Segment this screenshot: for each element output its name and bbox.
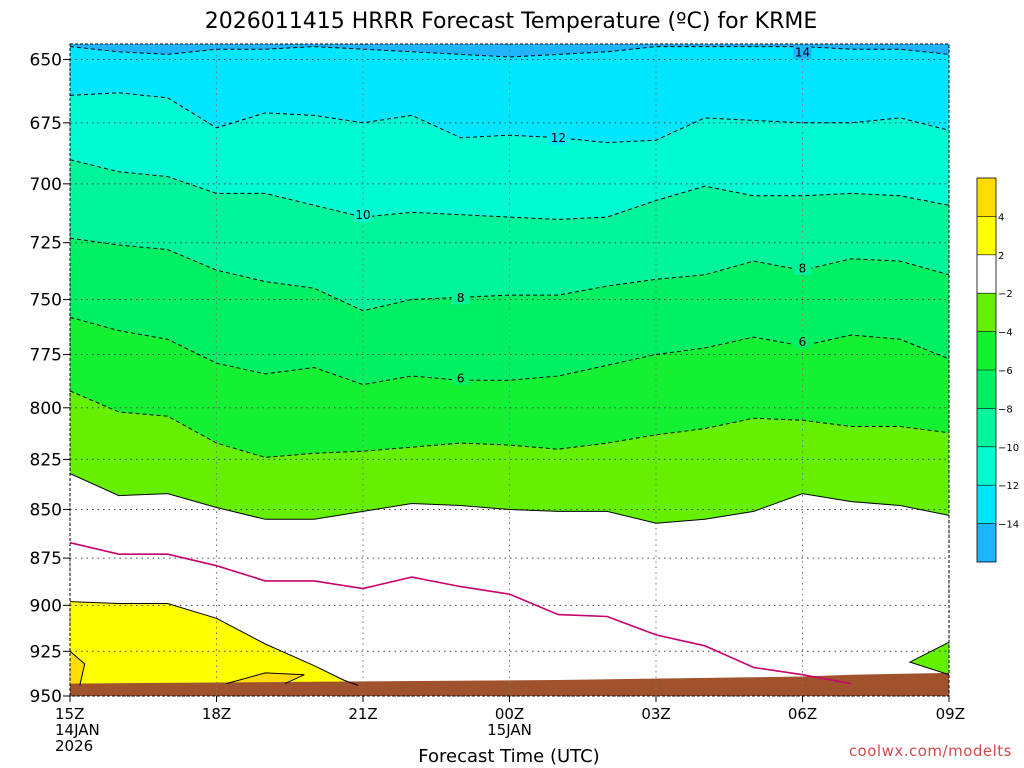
- y-tick-label: 875: [30, 549, 62, 569]
- chart-title: 2026011415 HRRR Forecast Temperature (ºC…: [205, 9, 818, 34]
- y-tick-label: 800: [30, 399, 62, 419]
- contour-line: [70, 390, 949, 458]
- contour-label: 6: [799, 335, 807, 349]
- colorbar-swatch: [977, 254, 996, 294]
- colorbar-tick-label: −14: [998, 520, 1019, 531]
- contour-line: [70, 473, 949, 524]
- contour-line: [70, 46, 949, 58]
- colorbar-swatch: [977, 178, 996, 217]
- x-axis-label: Forecast Time (UTC): [418, 746, 599, 767]
- x-tick-label: 21Z: [348, 705, 377, 723]
- colorbar-swatch: [977, 293, 996, 332]
- colorbar-swatch: [977, 446, 996, 486]
- warm-core: [226, 672, 305, 684]
- x-tick-label: 03Z: [641, 705, 670, 723]
- x-tick-label: 00Z: [495, 705, 524, 723]
- colorbar-tick-label: 4: [998, 212, 1004, 223]
- contour-label-bg: [451, 290, 470, 305]
- contour-label: 10: [355, 208, 370, 222]
- band-fill: [909, 642, 949, 675]
- colorbar-legend: −14 −12 −10 −8 −6 −4 −2 2 4: [976, 177, 1019, 563]
- x-tick-label: 09Z: [936, 705, 965, 723]
- contour-lines: 14 12 10 8 8 6 6: [70, 44, 949, 686]
- y-tick-label: 700: [30, 175, 62, 195]
- colorbar-swatch: [977, 216, 996, 255]
- y-tick-label: 775: [30, 346, 62, 366]
- contour-line: [70, 650, 86, 686]
- y-tick-label: 650: [30, 51, 62, 71]
- y-tick-label: 825: [30, 450, 62, 470]
- y-tick-label: 900: [30, 596, 62, 616]
- contour-line: [226, 672, 305, 685]
- contour-label-bg: [354, 207, 372, 222]
- contour-label-bg: [549, 130, 568, 145]
- contour-label: 6: [457, 372, 465, 386]
- warm-core: [70, 651, 85, 686]
- colorbar-tick-label: −4: [998, 328, 1013, 339]
- colorbar-swatch: [977, 523, 996, 562]
- y-tick-label: 675: [30, 114, 62, 134]
- contour-label: 8: [457, 291, 465, 305]
- contour-label: 14: [795, 45, 810, 59]
- colorbar-swatch: [977, 331, 996, 370]
- x-tick-label: 18Z: [202, 705, 231, 723]
- x-tick-label: 06Z: [788, 705, 817, 723]
- y-tick-label: 925: [30, 642, 62, 662]
- contour-label-bg: [793, 260, 812, 275]
- contour-label-bg: [793, 334, 812, 349]
- colorbar-tick-label: −6: [998, 366, 1013, 377]
- colorbar-tick-label: −10: [998, 443, 1019, 454]
- contour-label: 8: [799, 261, 807, 275]
- y-tick-label: 725: [30, 234, 62, 254]
- ground-fill: [70, 672, 949, 696]
- contour-label-bg: [451, 371, 470, 386]
- credit-text: coolwx.com/modelts: [849, 742, 1012, 760]
- plot-area: [70, 44, 949, 696]
- colorbar-tick-label: 2: [998, 251, 1004, 262]
- colorbar-swatch: [977, 485, 996, 524]
- colorbar-swatch: [977, 408, 996, 447]
- warm-region: [70, 601, 359, 686]
- y-tick-label: 750: [30, 291, 62, 311]
- x-tick-label: 15Z: [55, 705, 84, 723]
- colorbar-tick-label: −8: [998, 404, 1013, 415]
- contour-line: [908, 641, 949, 676]
- colorbar-tick-label: −12: [998, 481, 1019, 492]
- contour-label-bg: [793, 44, 812, 59]
- y-tick-label: 850: [30, 500, 62, 520]
- colorbar-tick-label: −2: [998, 289, 1013, 300]
- colorbar-swatch: [977, 370, 996, 409]
- contour-label: 12: [551, 131, 566, 145]
- contour-line: [70, 601, 359, 686]
- y-axis: 650 675 700 725 750 775 800 825 850 875 900 925 950: [30, 51, 70, 707]
- y-tick-label: 950: [30, 687, 62, 707]
- contour-line: [70, 92, 949, 144]
- x-tick-sublabel: 2026: [55, 737, 93, 755]
- contour-line: [70, 541, 852, 685]
- x-tick-sublabel: 15JAN: [487, 721, 532, 739]
- x-tick-sublabel: 14JAN: [55, 721, 100, 739]
